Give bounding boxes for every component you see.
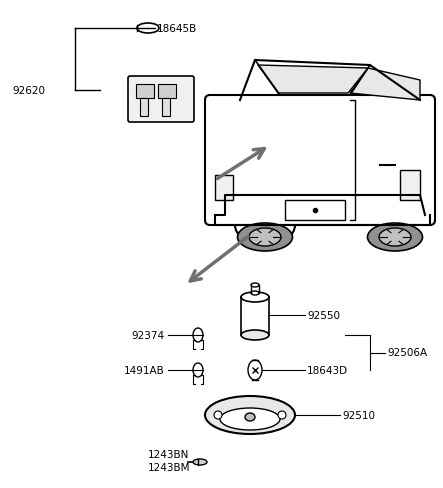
- Text: 1243BN: 1243BN: [148, 450, 189, 460]
- Polygon shape: [350, 68, 420, 100]
- Ellipse shape: [241, 330, 269, 340]
- Text: 1491AB: 1491AB: [124, 366, 165, 376]
- Bar: [136, 84, 154, 98]
- Ellipse shape: [278, 411, 286, 419]
- Text: 18645B: 18645B: [157, 24, 197, 34]
- Ellipse shape: [249, 228, 281, 246]
- Bar: [400, 170, 420, 200]
- Ellipse shape: [214, 411, 222, 419]
- Ellipse shape: [368, 223, 423, 251]
- Ellipse shape: [241, 292, 269, 302]
- Ellipse shape: [251, 291, 259, 295]
- Ellipse shape: [193, 363, 203, 377]
- Text: 1243BM: 1243BM: [148, 463, 190, 473]
- Bar: [158, 84, 176, 98]
- Bar: [162, 98, 170, 116]
- Bar: [215, 175, 233, 200]
- Text: 92550: 92550: [307, 311, 340, 321]
- Text: 92620: 92620: [12, 86, 45, 96]
- FancyBboxPatch shape: [205, 95, 435, 225]
- Text: 92374: 92374: [132, 331, 165, 341]
- Text: 92506A: 92506A: [387, 348, 427, 359]
- Polygon shape: [258, 65, 368, 93]
- Ellipse shape: [248, 360, 262, 380]
- Ellipse shape: [245, 413, 255, 421]
- Text: 18643D: 18643D: [307, 366, 348, 376]
- Ellipse shape: [193, 459, 207, 465]
- Bar: [285, 200, 345, 220]
- Ellipse shape: [237, 223, 292, 251]
- FancyBboxPatch shape: [128, 76, 194, 122]
- Text: 92510: 92510: [342, 411, 375, 421]
- Ellipse shape: [251, 283, 259, 287]
- Bar: [140, 98, 148, 116]
- Ellipse shape: [205, 396, 295, 434]
- Ellipse shape: [220, 408, 280, 430]
- Ellipse shape: [379, 228, 411, 246]
- Ellipse shape: [193, 328, 203, 342]
